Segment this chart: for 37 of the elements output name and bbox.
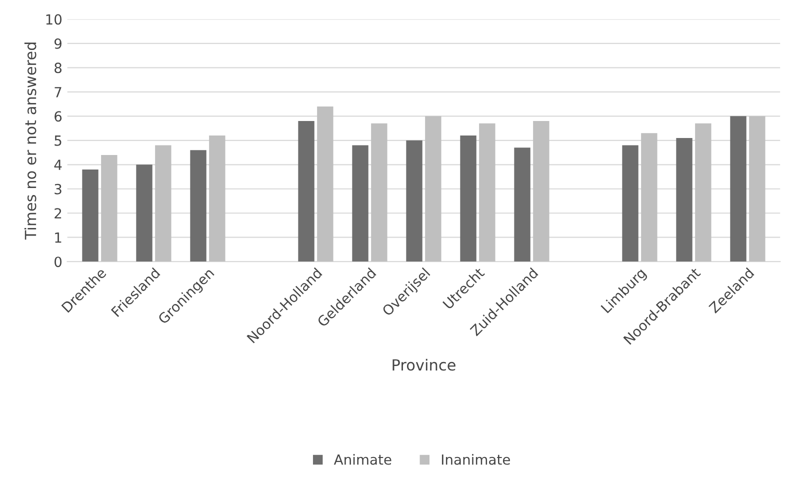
bar (514, 148, 530, 262)
bar (479, 123, 496, 262)
bar (460, 136, 476, 262)
bar (352, 145, 368, 262)
bar (533, 121, 550, 262)
y-tick-label: 1 (55, 232, 62, 243)
y-tick-label: 0 (54, 256, 62, 268)
y-tick-label: 2 (54, 208, 62, 218)
bar (676, 138, 692, 262)
bar (101, 154, 118, 262)
bar (622, 145, 638, 262)
bar (749, 116, 766, 262)
y-tick-label: 7 (54, 87, 62, 98)
y-tick-label: 4 (54, 160, 62, 170)
bar (190, 150, 206, 262)
bar (298, 121, 314, 262)
y-tick-label: 3 (54, 184, 62, 194)
y-tick-label: 6 (54, 111, 62, 122)
bar (406, 140, 422, 262)
bar (317, 106, 334, 262)
bar (136, 164, 152, 262)
bar (155, 145, 172, 262)
bar (641, 133, 658, 262)
y-tick-label: 10 (46, 14, 62, 25)
y-tick-label: 9 (54, 38, 62, 49)
bar (695, 123, 712, 262)
bar (82, 169, 98, 262)
bar (371, 123, 388, 262)
y-axis-title: Times no er not answered (24, 42, 36, 240)
bar (730, 116, 746, 262)
x-axis-title: Province (392, 358, 456, 371)
bar (425, 116, 442, 262)
legend-label: Animate (334, 454, 392, 465)
bar (209, 136, 226, 262)
legend-label: Inanimate (442, 454, 510, 465)
y-tick-label: 5 (54, 136, 62, 146)
y-tick-label: 8 (54, 62, 62, 74)
